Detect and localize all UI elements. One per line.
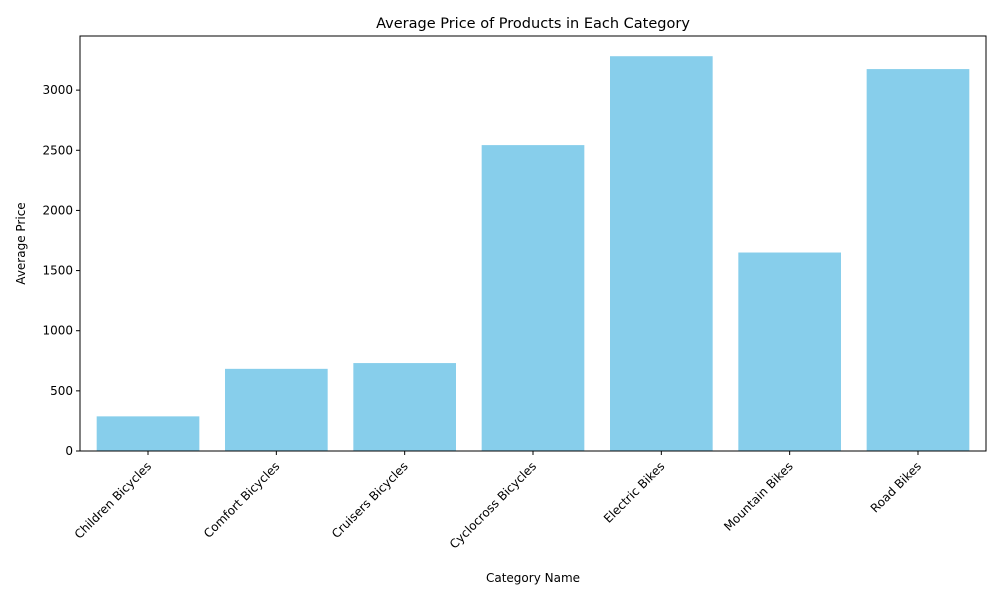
y-tick-label: 0: [65, 444, 73, 458]
y-tick-label: 2000: [42, 203, 73, 217]
y-tick-label: 1000: [42, 324, 73, 338]
bars-group: [96, 56, 970, 452]
bar-cruisers-bicycles: [353, 363, 457, 451]
y-axis-label: Average Price: [14, 202, 28, 284]
y-tick-label: 2500: [42, 143, 73, 157]
chart-title: Average Price of Products in Each Catego…: [376, 16, 690, 32]
y-tick-label: 500: [50, 384, 73, 398]
bar-electric-bikes: [609, 56, 713, 452]
bar-children-bicycles: [96, 416, 200, 451]
x-axis-label: Category Name: [486, 571, 580, 585]
bar-mountain-bikes: [738, 252, 841, 451]
bar-comfort-bicycles: [225, 368, 328, 451]
y-axis: 0 500 1000 1500 2000 2500 3000: [42, 83, 80, 458]
y-tick-label: 3000: [42, 83, 73, 97]
bar-cyclocross-bicycles: [481, 145, 585, 451]
y-tick-label: 1500: [42, 264, 73, 278]
bar-road-bikes: [866, 69, 970, 451]
